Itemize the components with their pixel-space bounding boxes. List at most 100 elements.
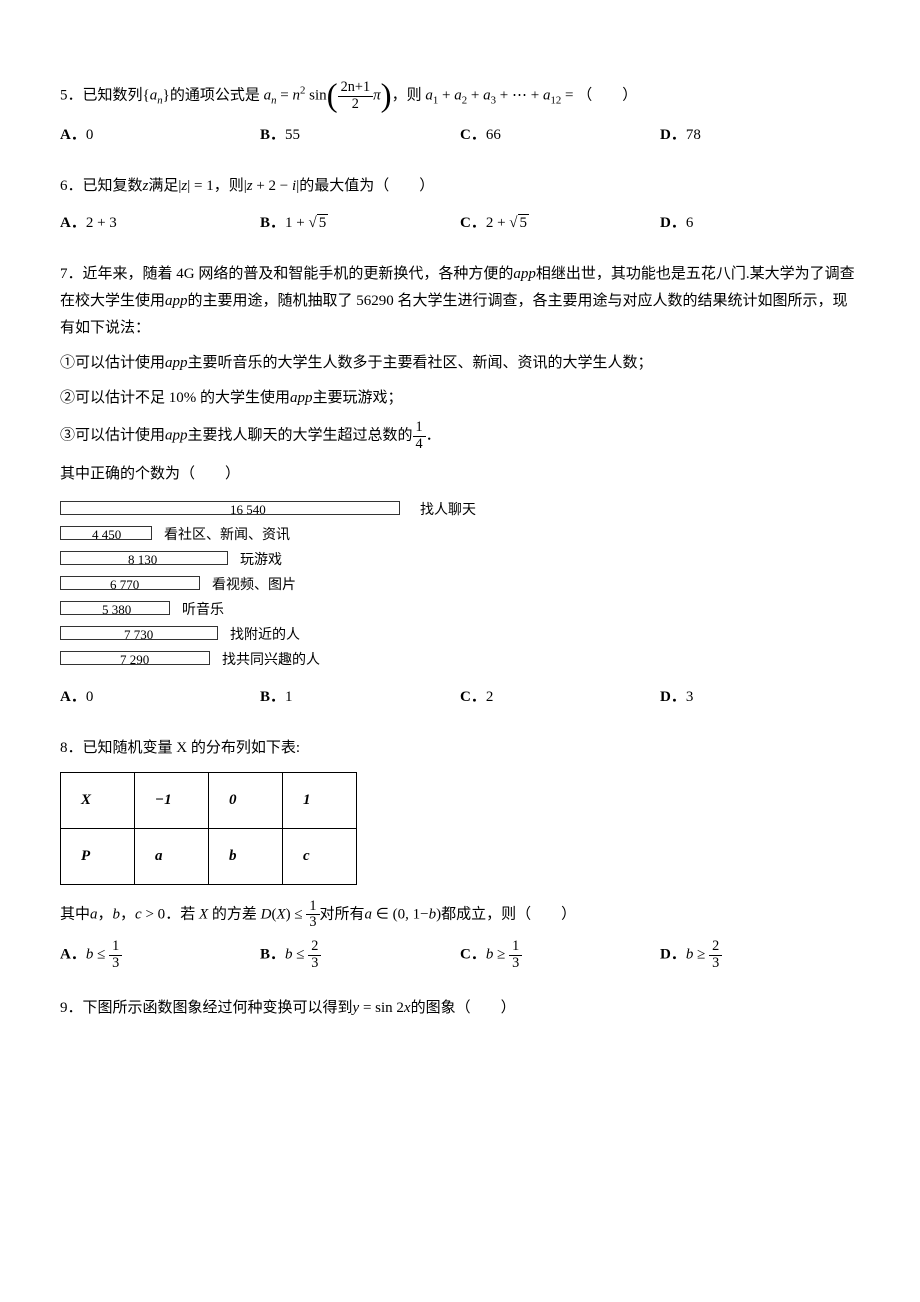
q7-opt-d: D．3 [660,684,860,711]
q7-p1: 7．近年来，随着 4G 网络的普及和智能手机的更新换代，各种方便的app相继出世… [60,261,860,342]
q8-fd: 3 [306,915,319,931]
bar-row: 6 770 看视频、图片 [60,573,480,595]
table-row: P a b c [61,828,357,884]
q7-opt-c: C．2 [460,684,660,711]
q5-pi: π [373,88,381,104]
q7-opt-a: A．0 [60,684,260,711]
q7-s2: ②可以估计不足 10% 的大学生使用app主要玩游戏； [60,385,860,412]
bar-row: 8 130 玩游戏 [60,548,480,570]
cell-b: b [209,828,283,884]
q6-pre: 已知复数 [83,178,143,194]
q5-d-val: 78 [686,127,701,143]
question-9: 9．下图所示函数图象经过何种变换可以得到y = sin 2x的图象（ ） [60,995,860,1022]
q8-opt-d: D．b ≥ 23 [660,939,860,971]
q8-opt-c: C．b ≥ 13 [460,939,660,971]
question-5: 5．已知数列{an}的通项公式是 an = n2 sin(2n+12π)，则 a… [60,80,860,149]
label-b: B． [260,215,285,231]
label-b: B． [260,689,285,705]
label-a: A． [60,947,86,963]
bar-row: 7 730找附近的人 [60,623,480,645]
label-d: D． [660,215,686,231]
q8-b-num: 2 [308,939,321,956]
q8-text: 已知随机变量 X 的分布列如下表: [83,740,301,756]
cell-0: 0 [209,772,283,828]
q8-d-num: 2 [709,939,722,956]
q5-frac-num: 2n+1 [341,79,370,95]
question-6: 6．已知复数z满足|z| = 1，则|z + 2 − i|的最大值为（ ） A．… [60,173,860,237]
q8-cond-end: 都成立，则（ ） [441,906,576,922]
bar-label: 玩游戏 [240,548,282,573]
label-d: D． [660,689,686,705]
q9-number: 9． [60,1000,83,1016]
bar-value: 7 290 [120,648,149,671]
q5-number: 5． [60,88,83,104]
label-d: D． [660,127,686,143]
label-b: B． [260,947,285,963]
label-d: D． [660,947,686,963]
label-a: A． [60,689,86,705]
q7-s2a: ②可以估计不足 10% 的大学生使用 [60,390,290,406]
q7-app5: app [165,428,188,444]
q5-then: ，则 [392,88,422,104]
q5-a-val: 0 [86,127,94,143]
q8-number: 8． [60,740,83,756]
q7-concl: 其中正确的个数为（ ） [60,461,860,488]
q7-s3: ③可以估计使用app主要找人聊天的大学生超过总数的14． [60,420,860,452]
q6-a-val: 2 + 3 [86,215,117,231]
q6-max: 的最大值为（ ） [299,178,434,194]
bar-label: 听音乐 [182,598,224,623]
q6-stem: 6．已知复数z满足|z| = 1，则|z + 2 − i|的最大值为（ ） [60,173,860,200]
q7-fd: 4 [413,437,426,453]
q8-opt-b: B．b ≤ 23 [260,939,460,971]
question-7: 7．近年来，随着 4G 网络的普及和智能手机的更新换代，各种方便的app相继出世… [60,261,860,710]
cell-c: c [283,828,357,884]
cell-p: P [61,828,135,884]
question-8: 8．已知随机变量 X 的分布列如下表: X −1 0 1 P a b c 其中a… [60,735,860,972]
q9-ta: 下图所示函数图象经过何种变换可以得到 [83,1000,353,1016]
q8-stem: 8．已知随机变量 X 的分布列如下表: [60,735,860,762]
cell-1: 1 [283,772,357,828]
q7-bar-chart: 16 540 找人聊天4 450看社区、新闻、资讯 8 130 玩游戏 6 770 看视频… [60,498,480,670]
q8-cond-all: 对所有 [320,906,365,922]
q7-s1: ①可以估计使用app主要听音乐的大学生人数多于主要看社区、新闻、资讯的大学生人数… [60,350,860,377]
q8-dist-table: X −1 0 1 P a b c [60,772,357,885]
q5-opt-d: D．78 [660,122,860,149]
bar-value: 4 450 [92,523,121,546]
q6-number: 6． [60,178,83,194]
q7-fn: 1 [413,420,426,437]
q7-c-val: 2 [486,689,494,705]
label-c: C． [460,947,486,963]
bar-value: 5 380 [102,598,131,621]
q5-options: A．0 B．55 C．66 D．78 [60,122,860,149]
q8-a-den: 3 [109,956,122,972]
bar-label: 找共同兴趣的人 [222,648,320,673]
q6-d-val: 6 [686,215,694,231]
q6-then: ，则 [214,178,244,194]
q7-app4: app [290,390,313,406]
bar-label: 找人聊天 [420,498,476,523]
q7-a-val: 0 [86,689,94,705]
q7-app3: app [165,355,188,371]
bar-label: 看视频、图片 [212,573,296,598]
q5-c-val: 66 [486,127,501,143]
label-b: B． [260,127,285,143]
q8-a-num: 1 [109,939,122,956]
bar-value: 6 770 [110,573,139,596]
bar-row: 16 540 找人聊天 [60,498,480,520]
cell-n1: −1 [135,772,209,828]
bar-value: 7 730 [124,623,153,646]
bar-row: 4 450看社区、新闻、资讯 [60,523,480,545]
q7-s1b: 主要听音乐的大学生人数多于主要看社区、新闻、资讯的大学生人数； [188,355,653,371]
q7-options: A．0 B．1 C．2 D．3 [60,684,860,711]
q8-cond-pre: 其中 [60,906,90,922]
q5-opt-c: C．66 [460,122,660,149]
q7-d-val: 3 [686,689,694,705]
bar-row: 5 380 听音乐 [60,598,480,620]
q8-b-den: 3 [308,956,321,972]
q8-opt-a: A．b ≤ 13 [60,939,260,971]
bar-row: 7 290 找共同兴趣的人 [60,648,480,670]
cell-x: X [61,772,135,828]
q5-b-val: 55 [285,127,300,143]
bar-value: 8 130 [128,548,157,571]
bar-value: 16 540 [230,498,266,521]
